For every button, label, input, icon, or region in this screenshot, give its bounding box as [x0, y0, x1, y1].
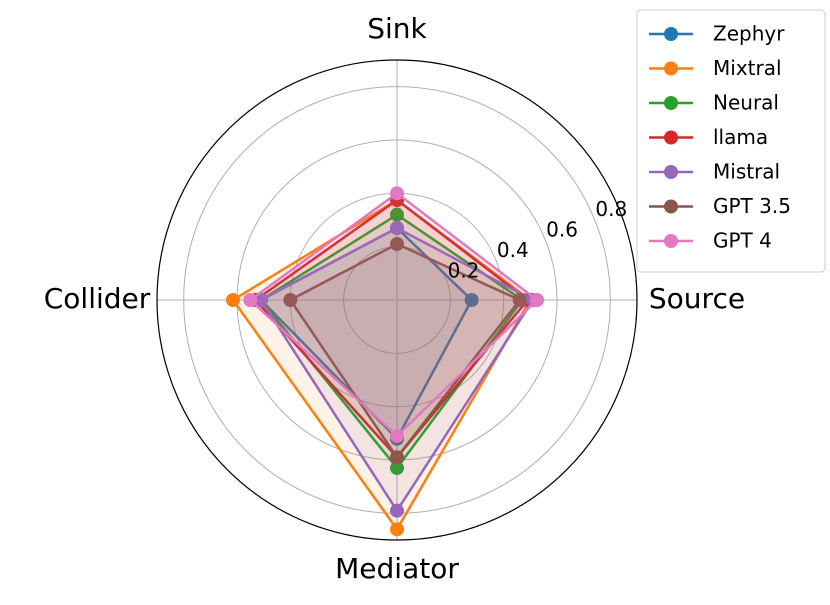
legend-label: Mistral — [713, 160, 780, 184]
category-label: Collider — [44, 282, 151, 315]
data-point — [390, 450, 404, 465]
series-area — [261, 228, 533, 511]
series-area — [290, 244, 520, 458]
data-point — [254, 293, 268, 307]
series-area — [261, 228, 472, 439]
legend-label: Mixtral — [713, 56, 782, 80]
data-point — [390, 461, 404, 475]
r-tick-label: 0.2 — [448, 258, 480, 282]
data-point — [390, 522, 404, 537]
data-point — [226, 293, 240, 307]
legend-label: Neural — [713, 91, 779, 115]
data-point — [390, 221, 404, 235]
legend-label: llama — [713, 125, 768, 149]
r-tick-label: 0.6 — [546, 217, 578, 241]
data-point — [530, 293, 544, 307]
legend-label: GPT 3.5 — [713, 194, 791, 218]
legend-marker — [664, 27, 678, 41]
data-point — [390, 186, 404, 201]
data-point — [390, 207, 404, 222]
legend-label: Zephyr — [713, 22, 785, 46]
r-tick-label: 0.8 — [595, 197, 627, 221]
data-point — [283, 293, 298, 307]
category-label: Mediator — [335, 552, 459, 585]
r-tick-label: 0.4 — [497, 238, 529, 262]
category-label: Source — [649, 282, 745, 315]
legend-marker — [664, 96, 678, 110]
legend-marker — [664, 130, 678, 145]
legend-marker — [664, 199, 678, 214]
series-area — [250, 193, 538, 436]
category-label: Sink — [367, 12, 427, 45]
legend-label: GPT 4 — [713, 229, 772, 253]
legend-marker — [664, 165, 678, 179]
series-area — [261, 214, 523, 468]
data-point — [243, 293, 258, 307]
data-point — [390, 429, 404, 443]
outer-frame — [156, 59, 638, 541]
data-point — [464, 293, 479, 307]
data-point — [512, 293, 527, 307]
legend-marker — [664, 61, 678, 76]
series-area — [233, 200, 531, 530]
legend-marker — [664, 234, 678, 248]
series-area — [255, 200, 528, 458]
data-point — [390, 503, 404, 518]
data-point — [390, 237, 404, 251]
